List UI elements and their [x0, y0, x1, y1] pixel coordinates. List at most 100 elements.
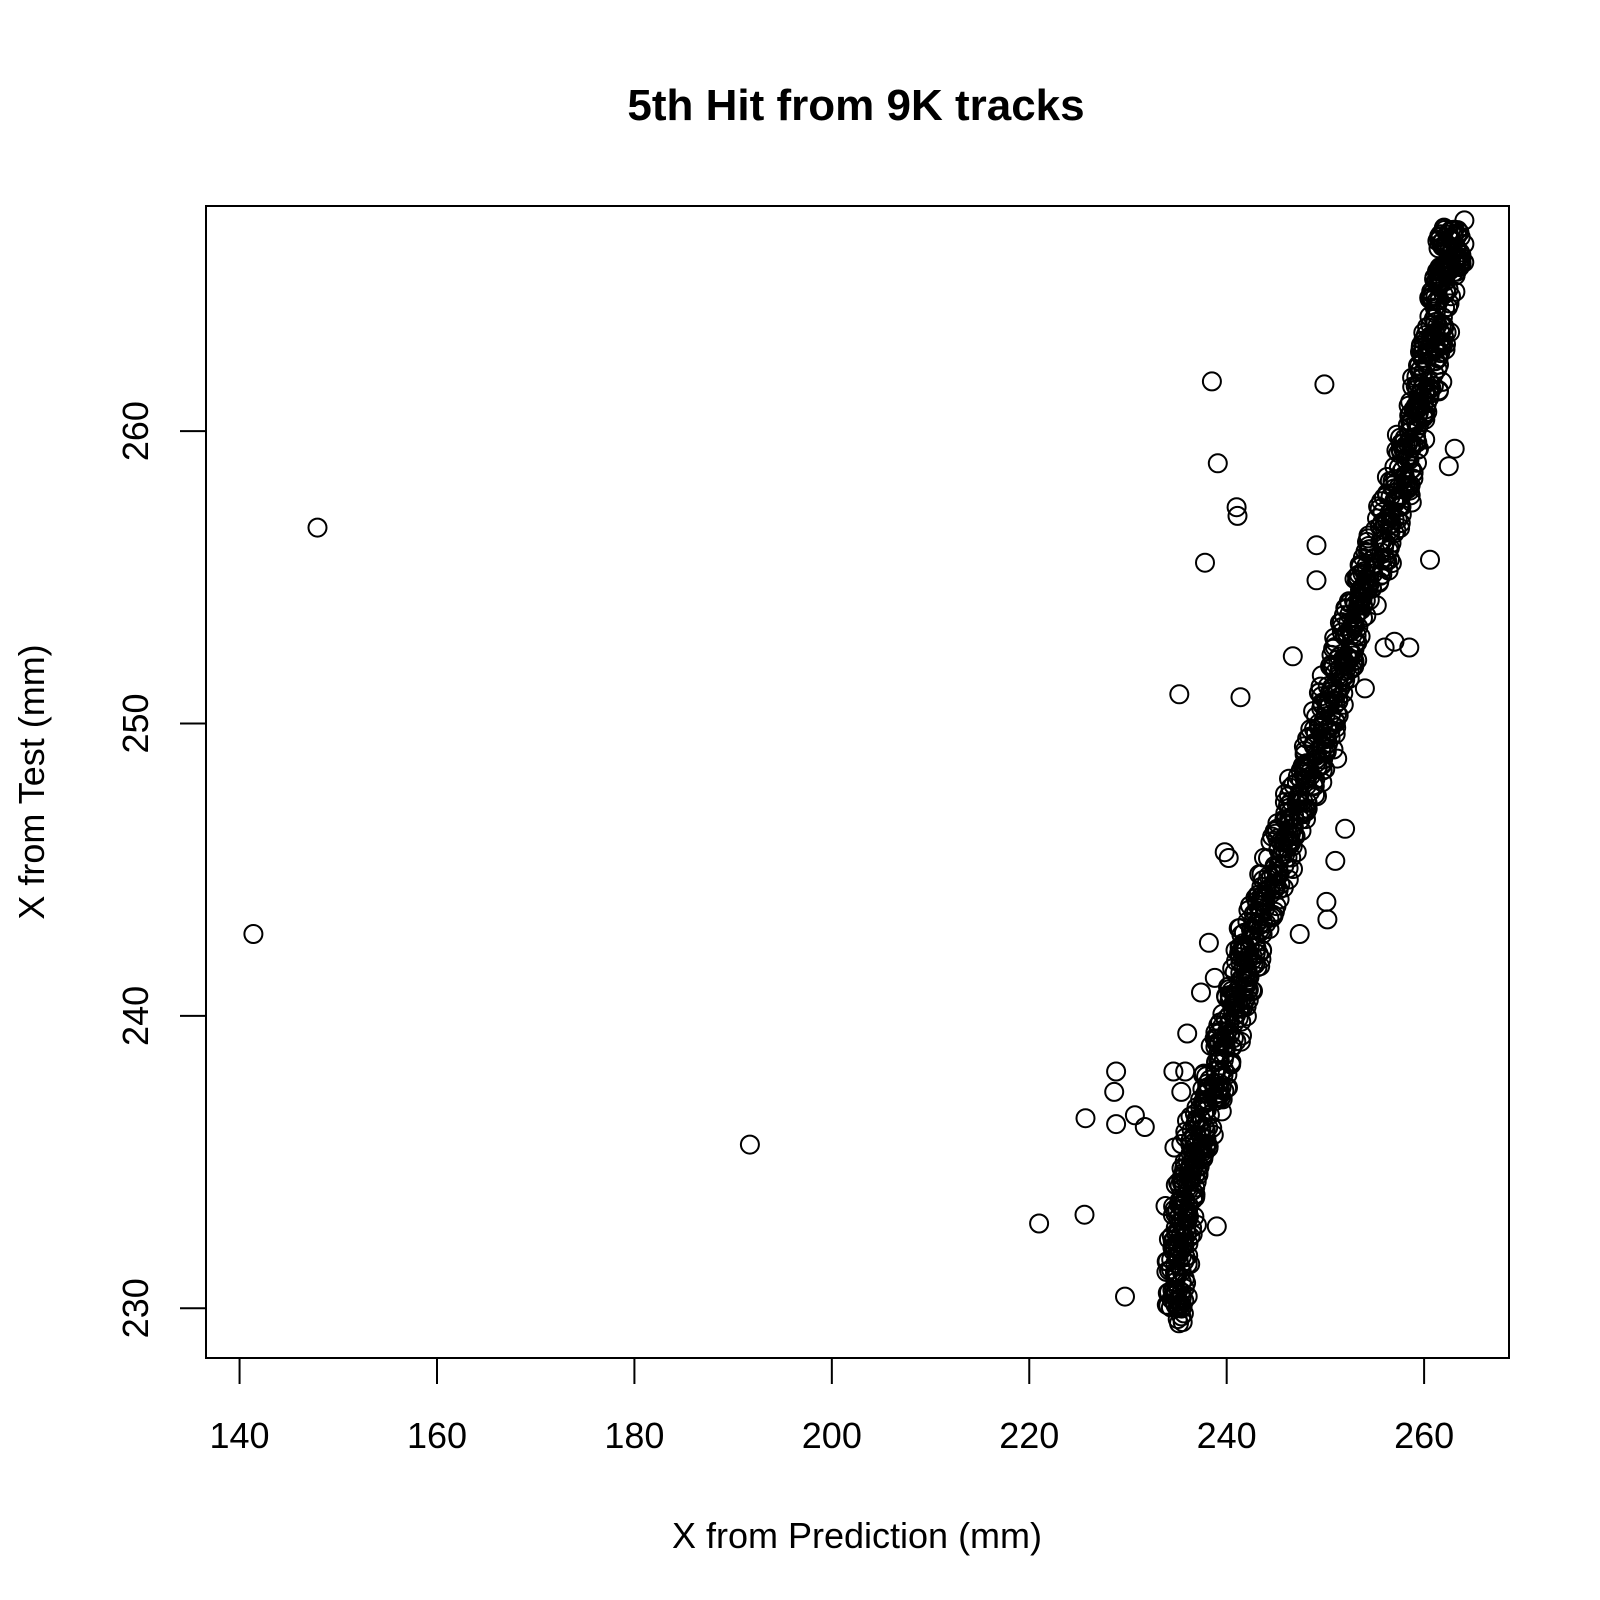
y-tick-label: 260 [115, 401, 156, 461]
data-point [1167, 1289, 1188, 1310]
data-point [1338, 612, 1359, 633]
data-point [1433, 334, 1454, 355]
data-point [1352, 579, 1373, 600]
data-point [1253, 884, 1274, 905]
data-point [1286, 842, 1307, 863]
data-point [1169, 1175, 1190, 1196]
data-point [1199, 1069, 1220, 1090]
data-point [1317, 909, 1338, 930]
data-point [1307, 758, 1328, 779]
data-point [1399, 480, 1420, 501]
y-axis: 230 240 250 260 [115, 401, 206, 1338]
data-point [1218, 848, 1239, 868]
y-tick-label: 250 [115, 693, 156, 753]
data-point [1177, 1023, 1198, 1044]
data-point [1438, 224, 1458, 245]
data-point [1207, 453, 1228, 474]
data-point [1029, 1213, 1050, 1234]
data-point [1115, 1286, 1135, 1307]
data-point [1449, 222, 1470, 243]
data-point [1327, 748, 1348, 769]
data-point [1134, 1117, 1155, 1137]
data-point [1281, 847, 1302, 868]
data-point [1163, 1237, 1184, 1257]
data-point [243, 924, 264, 944]
data-point [1434, 220, 1455, 240]
data-point [1398, 478, 1419, 499]
data-point [1436, 322, 1457, 343]
data-point [1343, 645, 1364, 666]
data-point [1169, 684, 1190, 705]
data-point [1344, 616, 1365, 637]
data-point [1106, 1114, 1127, 1135]
data-point [1390, 513, 1411, 533]
data-point [1124, 1105, 1145, 1126]
data-point [1408, 374, 1429, 395]
data-point [1410, 359, 1431, 380]
data-point [1426, 298, 1447, 319]
data-point [1214, 842, 1235, 863]
y-tick-label: 240 [115, 986, 156, 1046]
data-point [1194, 1101, 1215, 1122]
data-point [1359, 569, 1380, 590]
data-point [1280, 834, 1301, 855]
data-point [1451, 250, 1472, 271]
data-point [1155, 1196, 1176, 1216]
data-point [1292, 804, 1313, 825]
data-point [1201, 371, 1222, 392]
x-tick-label: 200 [802, 1415, 862, 1456]
data-point [1381, 514, 1402, 535]
data-point [1325, 710, 1346, 731]
data-point [1178, 1159, 1199, 1180]
data-point [1180, 1226, 1201, 1247]
data-point [1289, 924, 1310, 944]
x-axis: 140 160 180 200 220 240 260 [210, 1358, 1454, 1456]
plot-frame [205, 205, 1510, 1359]
data-point [1323, 739, 1344, 760]
data-point [1436, 252, 1457, 273]
data-point [1333, 694, 1354, 715]
data-point [1348, 601, 1369, 622]
data-point [1191, 982, 1211, 1003]
data-point [1074, 1204, 1095, 1225]
x-axis-label: X from Prediction (mm) [672, 1515, 1042, 1556]
data-point [1306, 535, 1327, 556]
data-point [1195, 552, 1215, 573]
data-point [1412, 348, 1433, 368]
data-point [1264, 858, 1285, 878]
data-point [1236, 1006, 1257, 1027]
data-point [1171, 1294, 1192, 1314]
data-point [1374, 637, 1395, 658]
data-point [1175, 1061, 1196, 1082]
data-point [1209, 1079, 1230, 1100]
data-point [1441, 220, 1462, 240]
x-tick-label: 180 [604, 1415, 664, 1456]
data-point [1212, 1089, 1233, 1110]
data-point [307, 517, 328, 538]
data-point [1163, 1061, 1184, 1082]
x-tick-label: 260 [1394, 1415, 1454, 1456]
data-points [243, 210, 1475, 1334]
data-point [1403, 468, 1424, 489]
chart-title: 5th Hit from 9K tracks [627, 81, 1084, 130]
data-point [1420, 549, 1440, 570]
data-point [1377, 511, 1398, 532]
data-point [1206, 1216, 1227, 1237]
data-point [1226, 497, 1247, 518]
data-point [1282, 646, 1303, 667]
data-point [739, 1134, 760, 1155]
data-point [1193, 1148, 1214, 1169]
data-point [1230, 687, 1251, 708]
data-point [1320, 681, 1341, 702]
data-point [1230, 1031, 1251, 1052]
data-point [1438, 456, 1459, 477]
data-point [1306, 749, 1327, 770]
x-tick-label: 160 [407, 1415, 467, 1456]
data-point [1314, 374, 1335, 395]
data-point [1413, 362, 1434, 383]
data-point [1343, 651, 1364, 672]
data-point [1197, 1078, 1218, 1099]
data-point [1363, 563, 1384, 584]
data-point [1335, 818, 1356, 839]
